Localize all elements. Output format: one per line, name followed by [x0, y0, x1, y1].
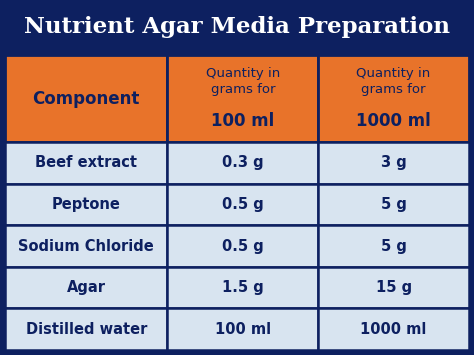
Text: Distilled water: Distilled water [26, 322, 147, 337]
Text: 0.5 g: 0.5 g [222, 197, 264, 212]
Text: 5 g: 5 g [381, 197, 407, 212]
Text: Beef extract: Beef extract [35, 155, 137, 170]
Text: Peptone: Peptone [52, 197, 121, 212]
Text: 0.5 g: 0.5 g [222, 239, 264, 253]
Text: 1.5 g: 1.5 g [222, 280, 264, 295]
Text: Quantity in
grams for: Quantity in grams for [356, 67, 431, 96]
Text: 0.3 g: 0.3 g [222, 155, 264, 170]
Text: Sodium Chloride: Sodium Chloride [18, 239, 154, 253]
Text: 15 g: 15 g [375, 280, 411, 295]
Text: Agar: Agar [67, 280, 106, 295]
Text: 1000 ml: 1000 ml [360, 322, 427, 337]
Text: 100 ml: 100 ml [215, 322, 271, 337]
Text: 5 g: 5 g [381, 239, 407, 253]
Text: 3 g: 3 g [381, 155, 407, 170]
Text: 1000 ml: 1000 ml [356, 111, 431, 130]
Text: Quantity in
grams for: Quantity in grams for [206, 67, 280, 96]
Text: Component: Component [33, 89, 140, 108]
Text: Nutrient Agar Media Preparation: Nutrient Agar Media Preparation [24, 16, 450, 38]
Text: 100 ml: 100 ml [211, 111, 274, 130]
